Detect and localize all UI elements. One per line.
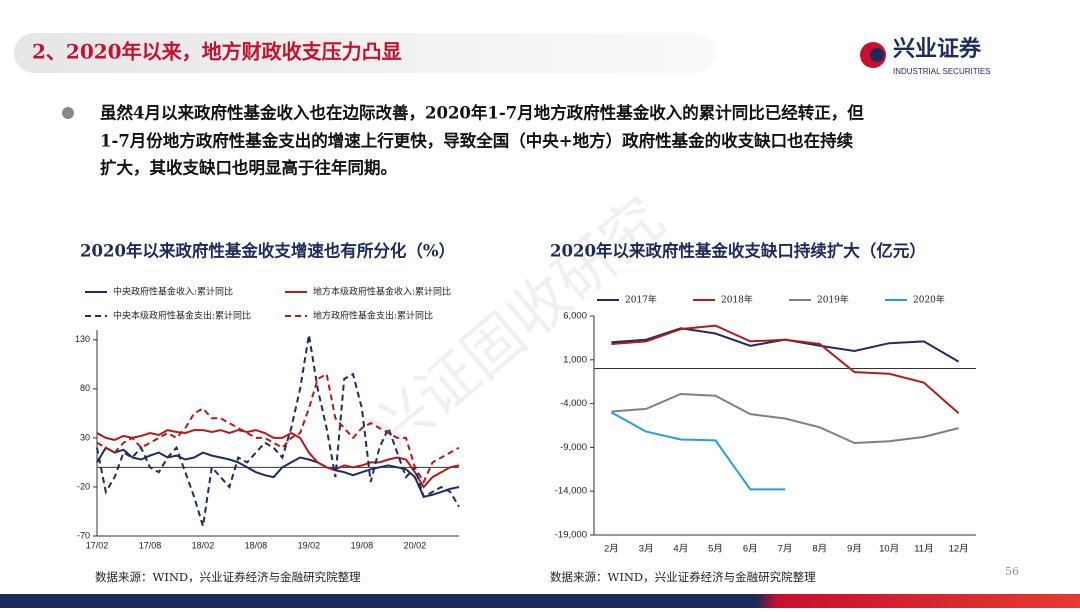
- series-line: [96, 372, 460, 485]
- x-tick-label: 6月: [743, 544, 758, 555]
- chart-title: 2020年以来政府性基金收支增速也有所分化（%）: [80, 241, 455, 261]
- series-line: [96, 446, 460, 498]
- y-tick-label: 80: [80, 383, 90, 393]
- source-note: 数据来源：WIND，兴业证券经济与金融研究院整理: [550, 570, 816, 584]
- footer-bar: [0, 594, 1080, 608]
- series-line: [96, 429, 460, 489]
- x-tick-label: 2月: [604, 544, 619, 555]
- x-tick-label: 4月: [673, 544, 688, 555]
- legend-label: 中央本级政府性基金支出:累计同比: [113, 310, 251, 322]
- y-tick-label: -9,000: [560, 442, 587, 453]
- slide-title: 2、2020年以来，地方财政收支压力凸显: [32, 40, 402, 64]
- legend-label: 2019年: [817, 294, 849, 306]
- x-tick-label: 8月: [812, 544, 827, 555]
- page-number: 56: [1005, 565, 1019, 578]
- x-tick-label: 7月: [778, 544, 793, 555]
- legend-label: 地方政府性基金支出:累计同比: [313, 310, 433, 322]
- legend-label: 2017年: [625, 294, 657, 306]
- bullet-line: 1-7月份地方政府性基金支出的增速上行更快，导致全国（中央+地方）政府性基金的收…: [100, 131, 854, 151]
- series-line: [96, 334, 460, 527]
- x-tick-label: 9月: [847, 544, 862, 555]
- x-tick-label: 5月: [708, 544, 723, 555]
- x-tick-label: 17/02: [86, 540, 109, 550]
- x-tick-label: 10月: [879, 544, 899, 555]
- bullet-line: 扩大，其收支缺口也明显高于往年同期。: [100, 158, 397, 178]
- y-tick-label: -70: [77, 530, 90, 540]
- x-tick-label: 20/02: [404, 540, 427, 550]
- x-tick-label: 19/08: [351, 540, 374, 550]
- y-tick-label: 30: [80, 432, 90, 442]
- title-pill: [14, 33, 716, 73]
- y-tick-label: -19,000: [555, 530, 587, 541]
- series-line: [611, 324, 960, 414]
- legend-label: 中央政府性基金收入:累计同比: [113, 286, 233, 298]
- logo-text: 兴业证券: [893, 36, 982, 62]
- bullet-line: 虽然4月以来政府性基金收入也在边际改善，2020年1-7月地方政府性基金收入的累…: [100, 103, 864, 123]
- series-line: [611, 327, 960, 363]
- y-tick-label: 6,000: [563, 311, 587, 322]
- legend-label: 2020年: [913, 294, 945, 306]
- watermark: 兴证固收研究: [357, 184, 678, 469]
- logo-en: INDUSTRIAL SECURITIES: [893, 67, 991, 76]
- legend-label: 地方本级政府性基金收入:累计同比: [313, 286, 451, 298]
- x-tick-label: 11月: [914, 544, 933, 555]
- series-line: [611, 392, 959, 445]
- bullet-dot: [62, 107, 74, 119]
- x-tick-label: 18/08: [245, 540, 268, 550]
- y-tick-label: 130: [75, 334, 90, 344]
- y-tick-label: -4,000: [560, 398, 587, 409]
- y-tick-label: 1,000: [563, 354, 587, 365]
- legend-label: 2018年: [721, 294, 753, 306]
- x-tick-label: 12月: [949, 544, 969, 555]
- x-tick-label: 18/02: [192, 540, 215, 550]
- chart-title: 2020年以来政府性基金收支缺口持续扩大（亿元）: [550, 241, 926, 261]
- y-tick-label: -14,000: [555, 486, 587, 497]
- series-line: [610, 411, 785, 491]
- logo-mark-inner: [870, 48, 884, 62]
- x-tick-label: 19/02: [298, 540, 321, 550]
- y-tick-label: -20: [77, 481, 90, 491]
- source-note: 数据来源：WIND，兴业证券经济与金融研究院整理: [95, 570, 361, 584]
- x-tick-label: 17/08: [139, 540, 162, 550]
- x-tick-label: 3月: [639, 544, 654, 555]
